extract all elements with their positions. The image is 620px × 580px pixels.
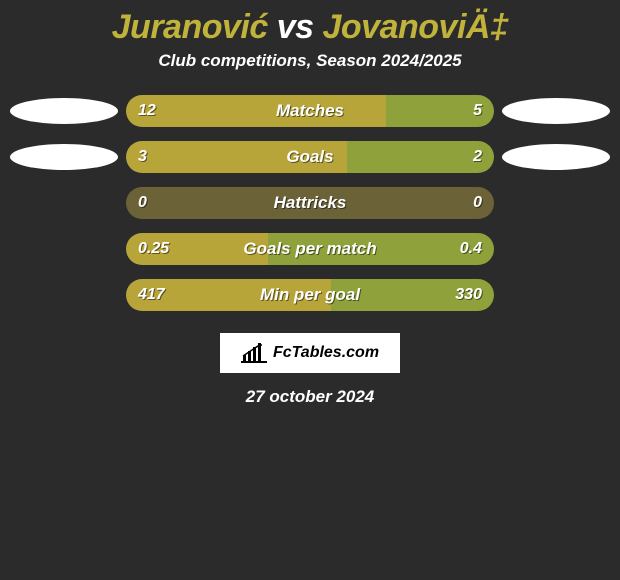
subtitle: Club competitions, Season 2024/2025 <box>0 51 620 95</box>
stat-label: Hattricks <box>274 193 347 213</box>
player2-name: JovanoviÄ‡ <box>323 8 509 46</box>
right-side <box>502 144 612 170</box>
stats-container: 12 5 Matches 3 2 Goals 0 0 Hattricks 0.25 0.4 Goals… <box>0 95 620 311</box>
right-value: 2 <box>473 148 482 166</box>
team-token-right <box>502 144 610 170</box>
right-value: 5 <box>473 102 482 120</box>
stat-row: 3 2 Goals <box>8 141 612 173</box>
stat-bar: 417 330 Min per goal <box>126 279 494 311</box>
left-value: 417 <box>138 286 165 304</box>
stat-bar: 0 0 Hattricks <box>126 187 494 219</box>
bar-chart-icon <box>241 343 267 363</box>
left-side <box>8 282 118 308</box>
vs-text: vs <box>277 8 314 46</box>
right-value: 0.4 <box>460 240 482 258</box>
stat-bar: 12 5 Matches <box>126 95 494 127</box>
left-value: 12 <box>138 102 156 120</box>
team-token-right <box>502 98 610 124</box>
stat-row: 0 0 Hattricks <box>8 187 612 219</box>
right-side <box>502 190 612 216</box>
stat-row: 0.25 0.4 Goals per match <box>8 233 612 265</box>
right-side <box>502 236 612 262</box>
stat-bar: 0.25 0.4 Goals per match <box>126 233 494 265</box>
left-value: 0.25 <box>138 240 169 258</box>
stat-row: 417 330 Min per goal <box>8 279 612 311</box>
right-value: 330 <box>455 286 482 304</box>
left-side <box>8 190 118 216</box>
bar-right-segment: 2 <box>347 141 494 173</box>
stat-label: Matches <box>276 101 344 121</box>
left-side <box>8 236 118 262</box>
right-value: 0 <box>473 194 482 212</box>
team-token-left <box>10 144 118 170</box>
stat-row: 12 5 Matches <box>8 95 612 127</box>
stat-label: Goals per match <box>243 239 376 259</box>
team-token-left <box>10 98 118 124</box>
left-value: 3 <box>138 148 147 166</box>
date-text: 27 october 2024 <box>0 387 620 407</box>
left-side <box>8 98 118 124</box>
bar-right-segment: 5 <box>386 95 494 127</box>
page-title: Juranović vs JovanoviÄ‡ <box>0 0 620 51</box>
player1-name: Juranović <box>112 8 268 46</box>
left-side <box>8 144 118 170</box>
brand-text: FcTables.com <box>273 344 379 362</box>
bar-left-segment: 12 <box>126 95 386 127</box>
right-side <box>502 282 612 308</box>
right-side <box>502 98 612 124</box>
stat-label: Goals <box>286 147 333 167</box>
fctables-brand: FcTables.com <box>220 333 400 373</box>
stat-label: Min per goal <box>260 285 360 305</box>
left-value: 0 <box>138 194 147 212</box>
stat-bar: 3 2 Goals <box>126 141 494 173</box>
